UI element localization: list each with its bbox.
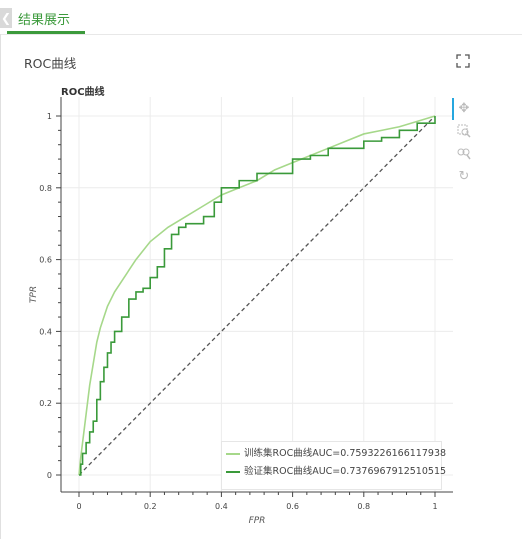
y-tick-label: 0.4 bbox=[39, 327, 52, 336]
tab-results[interactable]: 结果展示 bbox=[18, 13, 71, 28]
fullscreen-icon[interactable] bbox=[456, 54, 470, 68]
box-zoom-icon[interactable] bbox=[456, 124, 472, 138]
tab-bar: ❮ 结果展示 bbox=[0, 0, 522, 35]
legend-label-valid: 验证集ROC曲线AUC=0.7376967912510515 bbox=[244, 466, 447, 477]
valid-roc-line bbox=[79, 116, 436, 476]
card-title: ROC曲线 bbox=[24, 56, 77, 71]
x-tick-label: 0.2 bbox=[144, 502, 157, 511]
x-tick-label: 0.6 bbox=[286, 502, 299, 511]
y-tick-label: 0.8 bbox=[39, 184, 52, 193]
legend-swatch-valid bbox=[226, 470, 240, 473]
random-guess-line bbox=[78, 115, 436, 476]
chart-title: ROC曲线 bbox=[61, 87, 105, 98]
chevron-left-icon[interactable]: ❮ bbox=[0, 8, 12, 28]
wheel-zoom-icon[interactable] bbox=[456, 146, 472, 160]
y-tick-label: 0.2 bbox=[39, 399, 52, 408]
y-axis-label: TPR bbox=[29, 286, 39, 303]
x-axis-label: FPR bbox=[249, 516, 266, 526]
y-tick-label: 0 bbox=[47, 471, 52, 480]
pan-icon[interactable]: ✥ bbox=[458, 101, 470, 116]
legend-item-valid: 验证集ROC曲线AUC=0.7376967912510515 bbox=[226, 465, 446, 479]
x-tick-label: 1 bbox=[432, 502, 437, 511]
legend-item-train: 训练集ROC曲线AUC=0.7593226166117938 bbox=[226, 447, 446, 461]
chart-legend: 训练集ROC曲线AUC=0.7593226166117938 验证集ROC曲线A… bbox=[221, 441, 446, 490]
y-tick-label: 1 bbox=[47, 112, 52, 121]
y-tick-label: 0.6 bbox=[39, 256, 52, 265]
train-roc-line bbox=[78, 115, 436, 476]
x-tick-label: 0.4 bbox=[215, 502, 228, 511]
reset-icon[interactable]: ↻ bbox=[458, 169, 470, 184]
active-tool-indicator bbox=[452, 98, 454, 120]
x-tick-label: 0.8 bbox=[357, 502, 370, 511]
x-tick-label: 0 bbox=[76, 502, 81, 511]
panel-border bbox=[0, 34, 1, 539]
legend-label-train: 训练集ROC曲线AUC=0.7593226166117938 bbox=[244, 448, 447, 459]
legend-swatch-train bbox=[226, 452, 240, 455]
tab-underline bbox=[7, 31, 85, 34]
